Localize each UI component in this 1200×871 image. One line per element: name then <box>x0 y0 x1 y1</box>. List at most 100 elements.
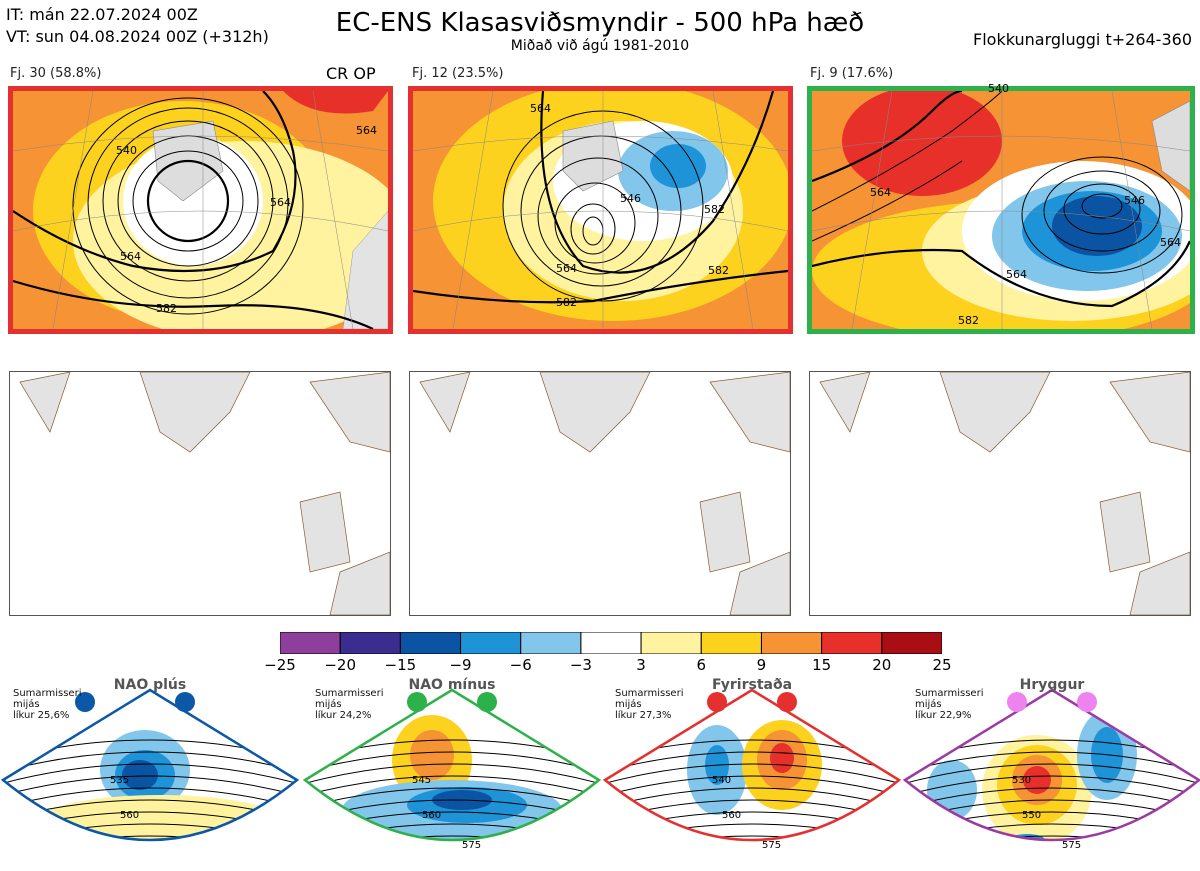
it-line: IT: mán 22.07.2024 00Z <box>6 5 198 24</box>
regime-info-line: mijás <box>13 699 40 710</box>
regime-info-line: líkur 27,3% <box>615 710 672 721</box>
anomaly-blob <box>122 760 158 790</box>
colorbar-swatch <box>399 631 462 655</box>
regime-panel: Fyrirstaða Sumarmisseri mijás líkur 27,3% 54… <box>602 677 902 870</box>
contour-line <box>905 763 1199 785</box>
colorbar-swatch <box>580 631 642 655</box>
cluster-map-2 <box>408 86 793 334</box>
contour-label: 564 <box>356 124 377 137</box>
regime-title: NAO plús <box>113 677 187 693</box>
colorbar-swatch <box>460 631 522 655</box>
window-label: Flokkunargluggi t+264-360 <box>973 30 1192 49</box>
empty-map-3 <box>809 371 1191 616</box>
contour-line <box>605 751 899 773</box>
colorbar-tick-label: 25 <box>932 656 952 674</box>
colorbar-tick-label: −6 <box>509 656 532 674</box>
regime-panel: NAO plús Sumarmisseri mijás líkur 25,6% 535 5… <box>0 677 300 870</box>
regime-info: Sumarmisseri mijás líkur 22,9% <box>915 688 983 721</box>
contour-line <box>905 775 1199 797</box>
contour-label: 535 <box>110 775 130 786</box>
contour-label: 564 <box>556 262 577 275</box>
cluster-map-1 <box>8 86 393 334</box>
colorbar-tick-label: −20 <box>324 656 356 674</box>
vt-line: VT: sun 04.08.2024 00Z (+312h) <box>6 27 269 46</box>
colorbar-tick-label: −25 <box>264 656 296 674</box>
contour-label: 545 <box>412 775 432 786</box>
regime-title: Fyrirstaða <box>711 677 793 693</box>
contour-line <box>305 835 599 840</box>
contour-label: 575 <box>462 840 482 851</box>
regime-outline <box>0 688 300 842</box>
colorbar-tick-label: −9 <box>449 656 472 674</box>
contour-label: 582 <box>556 296 577 309</box>
colorbar <box>279 631 943 655</box>
colorbar-swatch <box>640 631 702 655</box>
contour-line <box>3 775 297 797</box>
contour-label: 582 <box>704 203 725 216</box>
regime-title: Hryggur <box>1019 677 1085 693</box>
colorbar-tick-label: 15 <box>812 656 832 674</box>
contour-label: 546 <box>1124 194 1145 207</box>
regime-outline <box>902 688 1200 842</box>
contour-label: 560 <box>422 810 442 821</box>
regime-info-line: líkur 25,6% <box>13 710 70 721</box>
anomaly-blob <box>40 795 280 840</box>
regime-marker-dot <box>707 692 727 712</box>
colorbar-tick-label: −15 <box>384 656 417 674</box>
contour-label: 575 <box>762 840 782 851</box>
cluster-2-label: Fj. 12 (23.5%) <box>412 66 504 81</box>
colorbar-swatch <box>279 631 341 655</box>
contour-line <box>605 763 899 785</box>
regime-fan-map <box>902 688 1200 842</box>
anomaly-blob <box>410 730 454 780</box>
colorbar-tick-label: 3 <box>636 656 646 674</box>
regime-info: Sumarmisseri mijás líkur 27,3% <box>615 688 683 721</box>
regime-info-line: Sumarmisseri <box>915 688 984 699</box>
contour-line <box>305 787 599 809</box>
regime-info-line: mijás <box>315 699 342 710</box>
regime-panel: Hryggur Sumarmisseri mijás líkur 22,9% 530 55… <box>902 677 1200 870</box>
regime-info-line: mijás <box>915 699 942 710</box>
cluster-1-tag: CR OP <box>326 64 376 83</box>
contour-line <box>905 751 1199 773</box>
cluster-map-3 <box>807 86 1195 334</box>
regime-info-line: líkur 22,9% <box>915 710 972 721</box>
regime-marker-dot <box>407 692 427 712</box>
colorbar-swatch <box>339 631 401 655</box>
regime-marker-dot <box>175 692 195 712</box>
colorbar-tick-label: 6 <box>696 656 707 674</box>
colorbar-tick-label: 9 <box>756 656 767 674</box>
cluster-3-label: Fj. 9 (17.6%) <box>810 66 894 81</box>
empty-map-1 <box>9 371 391 616</box>
regime-panel: NAO mínus Sumarmisseri mijás líkur 24,2% 545… <box>302 677 602 870</box>
colorbar-swatch <box>520 631 582 655</box>
contour-label: 560 <box>722 810 742 821</box>
contour-label: 582 <box>156 302 177 315</box>
contour-line <box>3 835 297 840</box>
chart-subtitle: Miðað við ágú 1981-2010 <box>510 38 690 54</box>
contour-label: 564 <box>120 250 141 263</box>
colorbar-swatch <box>821 631 883 655</box>
anomaly-blob <box>1023 766 1051 794</box>
contour-label: 560 <box>120 810 140 821</box>
contour-label: 564 <box>870 186 891 199</box>
regime-fan-map <box>602 688 902 842</box>
contour-line <box>305 763 599 785</box>
contour-line <box>305 775 599 797</box>
regime-info-line: Sumarmisseri <box>315 688 384 699</box>
colorbar-swatch <box>881 631 943 655</box>
regime-info: Sumarmisseri mijás líkur 24,2% <box>315 688 383 721</box>
regime-outline <box>302 688 602 842</box>
regime-marker-dot <box>1007 692 1027 712</box>
contour-label: 540 <box>712 775 732 786</box>
regime-info-line: mijás <box>615 699 642 710</box>
anomaly-blob <box>770 743 794 773</box>
regime-info: Sumarmisseri mijás líkur 25,6% <box>13 688 81 721</box>
contour-line <box>3 751 297 773</box>
contour-line <box>905 835 1199 840</box>
contour-label: 546 <box>620 192 641 205</box>
contour-label: 582 <box>958 314 979 327</box>
regime-fan-map <box>0 688 300 842</box>
regime-marker-dot <box>1077 692 1097 712</box>
contour-line <box>3 763 297 785</box>
